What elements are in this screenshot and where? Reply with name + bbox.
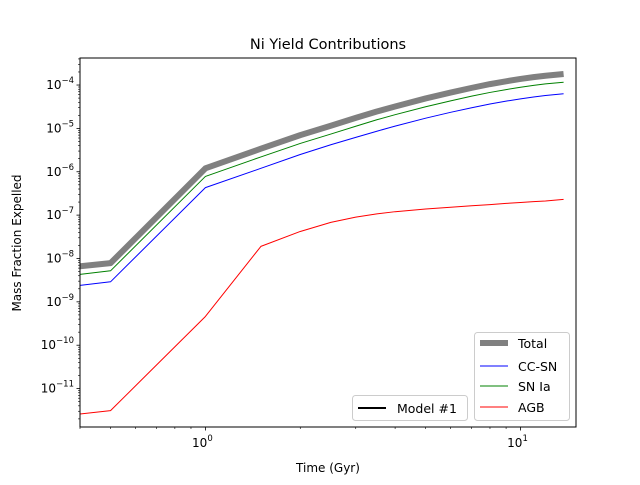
y-tick-label: 10−7 xyxy=(46,206,74,222)
y-tick-label: 10−11 xyxy=(41,380,74,396)
legend-main: Total CC-SN SN Ia AGB xyxy=(474,332,570,421)
x-axis-ticks: 100 101 xyxy=(79,427,528,450)
legend-model-frame xyxy=(352,395,468,421)
y-axis-label: Mass Fraction Expelled xyxy=(10,174,24,311)
chart-title: Ni Yield Contributions xyxy=(250,37,406,53)
legend-ccsn-label: CC-SN xyxy=(518,359,557,374)
axes-frame xyxy=(79,57,577,428)
series-line-agb xyxy=(80,198,564,415)
legend-agb-label: AGB xyxy=(518,400,545,415)
y-tick-label: 10−4 xyxy=(46,76,74,92)
y-tick-label: 10−5 xyxy=(46,119,74,135)
legend-total-label: Total xyxy=(517,336,547,351)
legend-main-frame xyxy=(474,332,570,421)
y-tick-label: 10−10 xyxy=(41,336,74,352)
legend-model-label: Model #1 xyxy=(397,401,457,416)
legend-snia-label: SN Ia xyxy=(518,379,551,394)
y-tick-label: 10−6 xyxy=(46,163,74,179)
y-tick-label: 10−9 xyxy=(46,293,74,309)
series-line-cc-sn xyxy=(80,93,564,286)
y-axis-ticks: 10−11 10−10 10−9 10−8 10−7 10−6 10−5 10−4 xyxy=(41,58,80,420)
y-tick-label: 10−8 xyxy=(46,249,74,265)
series-line-total xyxy=(80,70,564,270)
series-layer xyxy=(80,70,564,415)
x-axis-label: Time (Gyr) xyxy=(295,461,360,475)
plot-area xyxy=(79,57,577,428)
series-line-sn-ia xyxy=(80,81,564,275)
legend-model: Model #1 xyxy=(352,395,468,421)
x-tick-label: 101 xyxy=(507,434,528,450)
x-tick-label: 100 xyxy=(192,434,213,450)
